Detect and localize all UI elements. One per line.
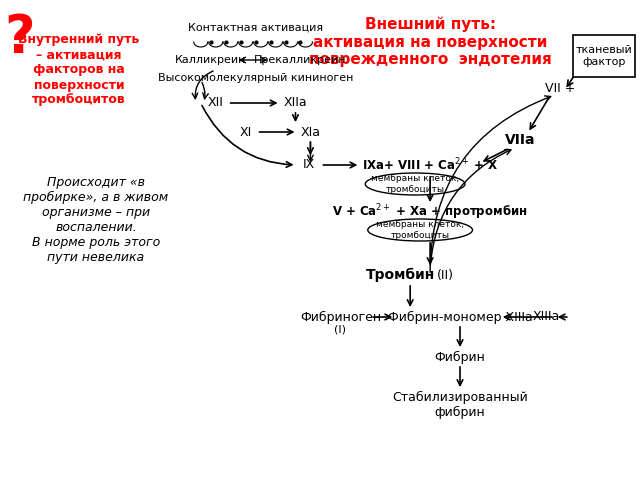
- Text: XIa: XIa: [300, 125, 321, 139]
- Text: Происходит «в
пробирке», а в живом
организме – при
воспалении.
В норме роль этог: Происходит «в пробирке», а в живом орган…: [24, 176, 168, 264]
- Text: (II): (II): [436, 268, 454, 281]
- Text: Фибрин: Фибрин: [435, 350, 486, 363]
- Text: Внешний путь:
активация на поверхности
поврежденного  эндотелия: Внешний путь: активация на поверхности п…: [308, 17, 552, 67]
- Text: (I): (I): [334, 325, 346, 335]
- Text: Высокомолекулярный кининоген: Высокомолекулярный кининоген: [158, 73, 353, 83]
- Text: Прекалликреин: Прекалликреин: [254, 55, 347, 65]
- Text: мембраны клеток,
тромбоциты: мембраны клеток, тромбоциты: [376, 220, 464, 240]
- Text: мембраны клеток,
тромбоциты: мембраны клеток, тромбоциты: [371, 174, 460, 194]
- Text: ?: ?: [4, 12, 35, 64]
- Text: Контактная активация: Контактная активация: [188, 23, 323, 33]
- Text: VIIa: VIIa: [504, 133, 535, 147]
- Text: VII +: VII +: [545, 82, 575, 95]
- Text: Фибрин-мономер XIIIa: Фибрин-мономер XIIIa: [388, 311, 532, 324]
- Text: XIIa: XIIa: [284, 96, 307, 109]
- Text: IX: IX: [302, 158, 315, 171]
- Text: XIIIa: XIIIa: [532, 311, 560, 324]
- Text: V + Ca$^{2+}$ + Xa + протромбин: V + Ca$^{2+}$ + Xa + протромбин: [332, 202, 528, 222]
- Text: IXa+ VIII + Ca$^{2+}$ + X: IXa+ VIII + Ca$^{2+}$ + X: [362, 156, 499, 173]
- FancyBboxPatch shape: [573, 35, 634, 77]
- Text: Фибриноген: Фибриноген: [300, 311, 381, 324]
- Text: тканевый
фактор: тканевый фактор: [575, 45, 632, 67]
- Text: XII: XII: [208, 96, 223, 109]
- Text: Стабилизированный
фибрин: Стабилизированный фибрин: [392, 391, 528, 419]
- Text: Тромбин: Тромбин: [365, 268, 435, 282]
- Text: XI: XI: [239, 125, 252, 139]
- Text: Калликреин: Калликреин: [175, 55, 246, 65]
- Text: Внутренний путь
– активация
факторов на
поверхности
тромбоцитов: Внутренний путь – активация факторов на …: [19, 34, 140, 107]
